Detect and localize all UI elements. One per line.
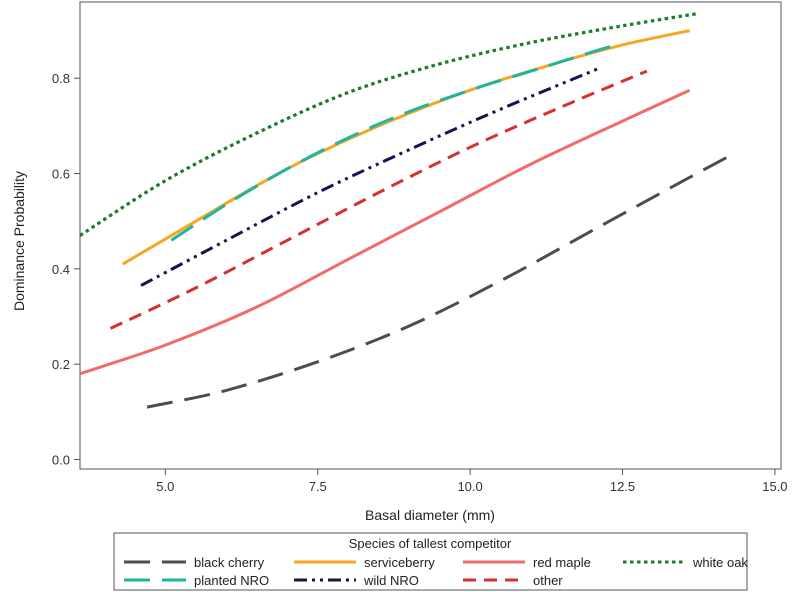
- series-line-wild-nro: [140, 67, 599, 287]
- legend-label-black-cherry: black cherry: [194, 555, 265, 570]
- y-tick-label: 0.6: [52, 167, 70, 182]
- y-axis-ticks: 0.0 0.2 0.4 0.6 0.8: [52, 71, 80, 467]
- legend-label-planted-nro: planted NRO: [194, 573, 269, 588]
- y-tick-label: 0.0: [52, 452, 70, 467]
- legend-items: black cherry serviceberry red maple white o…: [124, 555, 748, 588]
- x-tick-label: 10.0: [457, 479, 482, 494]
- y-tick-label: 0.8: [52, 71, 70, 86]
- legend-label-wild-nro: wild NRO: [363, 573, 419, 588]
- series-lines: [79, 12, 733, 409]
- legend-label-serviceberry: serviceberry: [364, 555, 435, 570]
- series-line-red-maple: [79, 88, 691, 376]
- x-axis-ticks: 5.0 7.5 10.0 12.5 15.0: [156, 469, 788, 494]
- legend-label-other: other: [533, 573, 563, 588]
- legend-title: Species of tallest competitor: [349, 536, 512, 551]
- x-axis-label: Basal diameter (mm): [365, 507, 495, 523]
- series-line-planted-nro: [170, 43, 617, 242]
- y-tick-label: 0.2: [52, 357, 70, 372]
- legend-frame: [113, 532, 748, 591]
- legend: Species of tallest competitor black cher…: [113, 532, 748, 591]
- x-tick-label: 5.0: [156, 479, 174, 494]
- legend-label-white-oak: white oak: [692, 555, 748, 570]
- series-line-other: [109, 69, 648, 330]
- x-tick-label: 7.5: [309, 479, 327, 494]
- x-tick-label: 12.5: [610, 479, 635, 494]
- series-line-black-cherry: [146, 153, 733, 409]
- y-tick-label: 0.4: [52, 262, 70, 277]
- legend-label-red-maple: red maple: [533, 555, 591, 570]
- y-axis-label: Dominance Probability: [11, 171, 27, 311]
- x-tick-label: 15.0: [762, 479, 787, 494]
